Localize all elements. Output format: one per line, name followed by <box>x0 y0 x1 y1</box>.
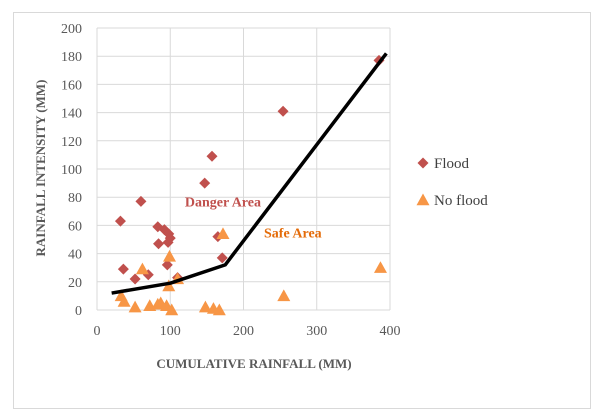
y-axis-title: RAINFALL INTENSITY (MM) <box>33 80 48 257</box>
no-flood-point <box>135 262 149 275</box>
flood-point <box>277 105 289 117</box>
no-flood-point <box>198 300 212 313</box>
flood-point <box>161 259 173 271</box>
legend-marker <box>417 157 429 169</box>
safe-area-label: Safe Area <box>264 226 322 241</box>
no-flood-point <box>212 303 226 316</box>
flood-point <box>164 232 176 244</box>
no-flood-point <box>163 249 177 262</box>
x-axis-title: CUMULATIVE RAINFALL (MM) <box>156 356 351 371</box>
x-tick-label: 300 <box>306 324 327 339</box>
x-tick-label: 200 <box>233 324 254 339</box>
no-flood-point <box>277 289 291 302</box>
y-tick-label: 140 <box>61 107 82 122</box>
no-flood-point <box>216 227 230 240</box>
flood-point <box>199 177 211 189</box>
y-tick-label: 120 <box>61 135 82 150</box>
flood-point <box>117 263 129 275</box>
flood-point <box>129 273 141 285</box>
y-tick-label: 160 <box>61 78 82 93</box>
y-tick-label: 40 <box>68 248 82 263</box>
legend-label: No flood <box>434 193 488 209</box>
legend-label: Flood <box>434 156 470 172</box>
flood-point <box>135 195 147 207</box>
flood-point <box>216 252 228 264</box>
y-tick-label: 100 <box>61 163 82 178</box>
chart-frame <box>13 12 591 409</box>
no-flood-point <box>165 303 179 316</box>
y-tick-label: 20 <box>68 276 82 291</box>
y-tick-label: 180 <box>61 50 82 65</box>
y-tick-label: 0 <box>75 304 82 319</box>
legend-marker <box>416 193 430 206</box>
flood-point <box>153 238 165 250</box>
threshold-polyline <box>111 52 388 295</box>
danger-area-label: Danger Area <box>185 195 261 210</box>
y-tick-label: 200 <box>61 22 82 37</box>
y-tick-label: 80 <box>68 191 82 206</box>
x-tick-label: 100 <box>160 324 181 339</box>
no-flood-point <box>128 300 142 313</box>
y-tick-label: 60 <box>68 219 82 234</box>
threshold-line <box>111 52 388 295</box>
tick-labels: 0 20 40 60 80 100 120 140 160 180 200 0 100 200 300 400 <box>61 22 401 339</box>
no-flood-point <box>117 295 131 307</box>
flood-point <box>114 215 126 227</box>
no-flood-point <box>162 279 176 292</box>
flood-point <box>206 150 218 162</box>
x-tick-label: 400 <box>380 324 401 339</box>
legend: Flood No flood <box>416 156 488 209</box>
data-points <box>114 54 387 316</box>
x-tick-label: 0 <box>94 324 101 339</box>
no-flood-point <box>373 261 387 273</box>
area-annotations: Danger Area Safe Area <box>185 195 322 241</box>
